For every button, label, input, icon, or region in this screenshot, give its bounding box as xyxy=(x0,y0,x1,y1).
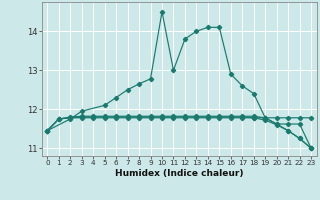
X-axis label: Humidex (Indice chaleur): Humidex (Indice chaleur) xyxy=(115,169,244,178)
